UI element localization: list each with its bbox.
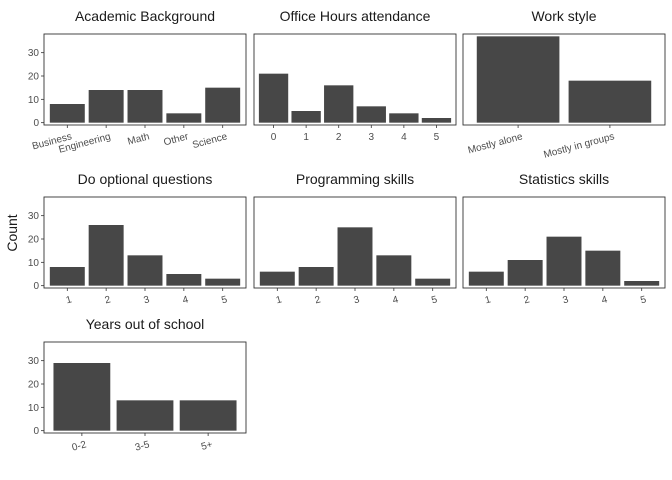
bar <box>49 104 85 123</box>
bar <box>166 113 202 123</box>
y-tick-label: 20 <box>28 235 40 246</box>
panel-title: Academic Background <box>75 8 215 24</box>
facet-panel: Work style Mostly alone Mostly in groups <box>462 8 666 161</box>
panel-frame <box>253 33 457 126</box>
y-tick-label: 0 <box>33 281 39 292</box>
x-tick-label: Other <box>163 131 191 148</box>
x-tick-label: Mostly in groups <box>543 131 616 160</box>
bar <box>179 400 237 431</box>
panel-frame <box>43 341 247 434</box>
bar <box>415 278 451 286</box>
x-tick-label: 0 <box>271 132 277 143</box>
x-tick-label: Math <box>126 131 150 147</box>
bar <box>468 271 504 286</box>
y-tick-label: 20 <box>28 380 40 391</box>
panel-title: Programming skills <box>296 171 414 187</box>
x-tick-label: 5 <box>639 294 648 306</box>
panel-title: Statistics skills <box>519 171 609 187</box>
x-tick-label: 0-2 <box>71 439 88 453</box>
x-tick-label: 3 <box>562 294 571 306</box>
panel-frame <box>462 33 666 126</box>
panel-frame <box>43 196 247 289</box>
bar <box>116 400 174 431</box>
bar <box>49 267 85 286</box>
bar <box>259 271 295 286</box>
y-tick-label: 0 <box>33 118 39 129</box>
bar <box>389 113 419 123</box>
bar <box>205 278 241 286</box>
x-tick-label: Science <box>191 131 229 151</box>
x-tick-label: 5 <box>434 132 440 143</box>
bar <box>205 87 241 123</box>
x-tick-label: 2 <box>336 132 342 143</box>
y-tick-label: 30 <box>28 48 40 59</box>
y-axis-title: Count <box>4 214 20 251</box>
x-tick-label: 5+ <box>200 439 214 453</box>
x-tick-label: 1 <box>65 294 74 306</box>
bar <box>585 250 621 286</box>
bar <box>546 236 582 286</box>
x-tick-label: Mostly alone <box>467 131 524 156</box>
y-tick-label: 0 <box>33 426 39 437</box>
y-tick-label: 30 <box>28 211 40 222</box>
panel-title: Office Hours attendance <box>280 8 431 24</box>
bar <box>88 90 124 123</box>
bar <box>53 363 111 431</box>
bar <box>624 281 660 286</box>
facet-panel: Do optional questions 1 2 3 4 5 0 10 20 30 <box>28 171 247 306</box>
bar <box>258 73 289 123</box>
bar <box>291 111 321 123</box>
x-tick-label: 2 <box>314 294 323 306</box>
facet-panel: Programming skills 1 2 3 4 5 <box>253 171 457 306</box>
panel-frame <box>253 196 457 289</box>
panel-title: Work style <box>531 8 596 24</box>
x-tick-label: 3-5 <box>134 439 151 453</box>
y-tick-label: 10 <box>28 403 40 414</box>
facet-panel: Years out of school 0-2 3-5 5+ 0 10 20 30 <box>28 316 247 454</box>
bar <box>166 274 202 286</box>
bar <box>476 36 560 123</box>
bar <box>324 85 354 123</box>
bar <box>376 255 412 286</box>
x-tick-label: 4 <box>600 294 609 306</box>
panel-frame <box>43 33 247 126</box>
y-tick-label: 30 <box>28 356 40 367</box>
panel-title: Years out of school <box>86 316 205 332</box>
x-tick-label: 1 <box>275 294 284 306</box>
x-tick-label: 3 <box>353 294 362 306</box>
bar <box>88 225 124 286</box>
bar <box>337 227 373 286</box>
x-tick-label: 5 <box>220 294 229 306</box>
x-tick-label: 5 <box>430 294 439 306</box>
bar <box>356 106 386 123</box>
x-tick-label: 4 <box>391 294 400 306</box>
bar <box>298 267 334 286</box>
x-tick-label: 4 <box>401 132 407 143</box>
x-tick-label: 1 <box>484 294 493 306</box>
bar <box>507 260 543 286</box>
x-tick-label: 1 <box>303 132 309 143</box>
x-tick-label: 2 <box>104 294 113 306</box>
x-tick-label: 2 <box>523 294 532 306</box>
bar <box>421 118 452 123</box>
panel-frame <box>462 196 666 289</box>
panel-title: Do optional questions <box>78 171 213 187</box>
x-tick-label: 3 <box>143 294 152 306</box>
facet-panel: Statistics skills 1 2 3 4 5 <box>462 171 666 306</box>
facet-panel: Office Hours attendance 0 1 2 3 4 5 <box>253 8 457 143</box>
x-tick-label: 3 <box>369 132 375 143</box>
y-tick-label: 10 <box>28 258 40 269</box>
bar <box>127 90 163 123</box>
bar <box>127 255 163 286</box>
y-tick-label: 10 <box>28 95 40 106</box>
bar <box>568 80 652 123</box>
x-tick-label: 4 <box>181 294 190 306</box>
y-tick-label: 20 <box>28 72 40 83</box>
